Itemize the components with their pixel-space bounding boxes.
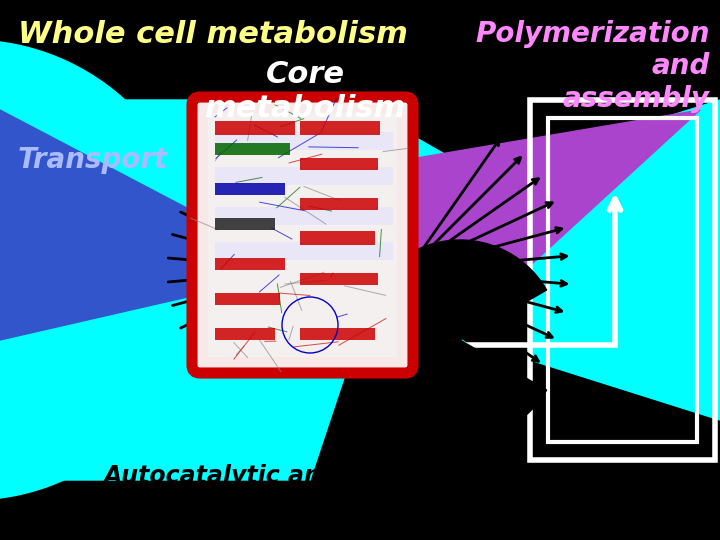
- FancyBboxPatch shape: [192, 97, 413, 373]
- Bar: [215, 207, 393, 225]
- Bar: [300, 158, 378, 170]
- Bar: [530, 100, 715, 460]
- Bar: [215, 121, 295, 135]
- Bar: [300, 231, 375, 245]
- Bar: [300, 121, 380, 135]
- Bar: [208, 113, 397, 357]
- Text: Core
metabolism: Core metabolism: [204, 60, 405, 123]
- Text: Polymerization
and
assembly: Polymerization and assembly: [475, 20, 710, 113]
- Polygon shape: [530, 100, 720, 420]
- Text: Autocatalytic and regulatory feedback: Autocatalytic and regulatory feedback: [104, 464, 616, 488]
- Bar: [215, 143, 290, 155]
- Circle shape: [0, 40, 200, 500]
- Bar: [215, 183, 285, 195]
- Bar: [215, 242, 393, 260]
- Text: Whole cell metabolism: Whole cell metabolism: [18, 20, 408, 49]
- Text: Transport: Transport: [18, 146, 168, 174]
- Bar: [215, 218, 275, 230]
- Bar: [548, 118, 697, 442]
- Bar: [215, 167, 393, 185]
- Bar: [215, 132, 393, 150]
- Bar: [300, 273, 378, 285]
- Bar: [215, 258, 285, 270]
- Polygon shape: [0, 100, 490, 480]
- Polygon shape: [0, 110, 305, 340]
- Bar: [300, 198, 378, 210]
- Bar: [300, 328, 375, 340]
- Wedge shape: [360, 240, 546, 440]
- Bar: [215, 328, 275, 340]
- Bar: [215, 293, 280, 305]
- Polygon shape: [405, 110, 700, 380]
